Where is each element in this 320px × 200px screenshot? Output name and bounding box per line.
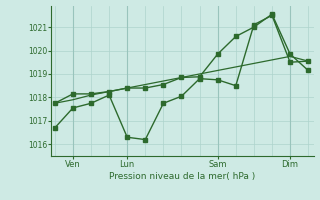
X-axis label: Pression niveau de la mer( hPa ): Pression niveau de la mer( hPa ) xyxy=(109,172,256,181)
